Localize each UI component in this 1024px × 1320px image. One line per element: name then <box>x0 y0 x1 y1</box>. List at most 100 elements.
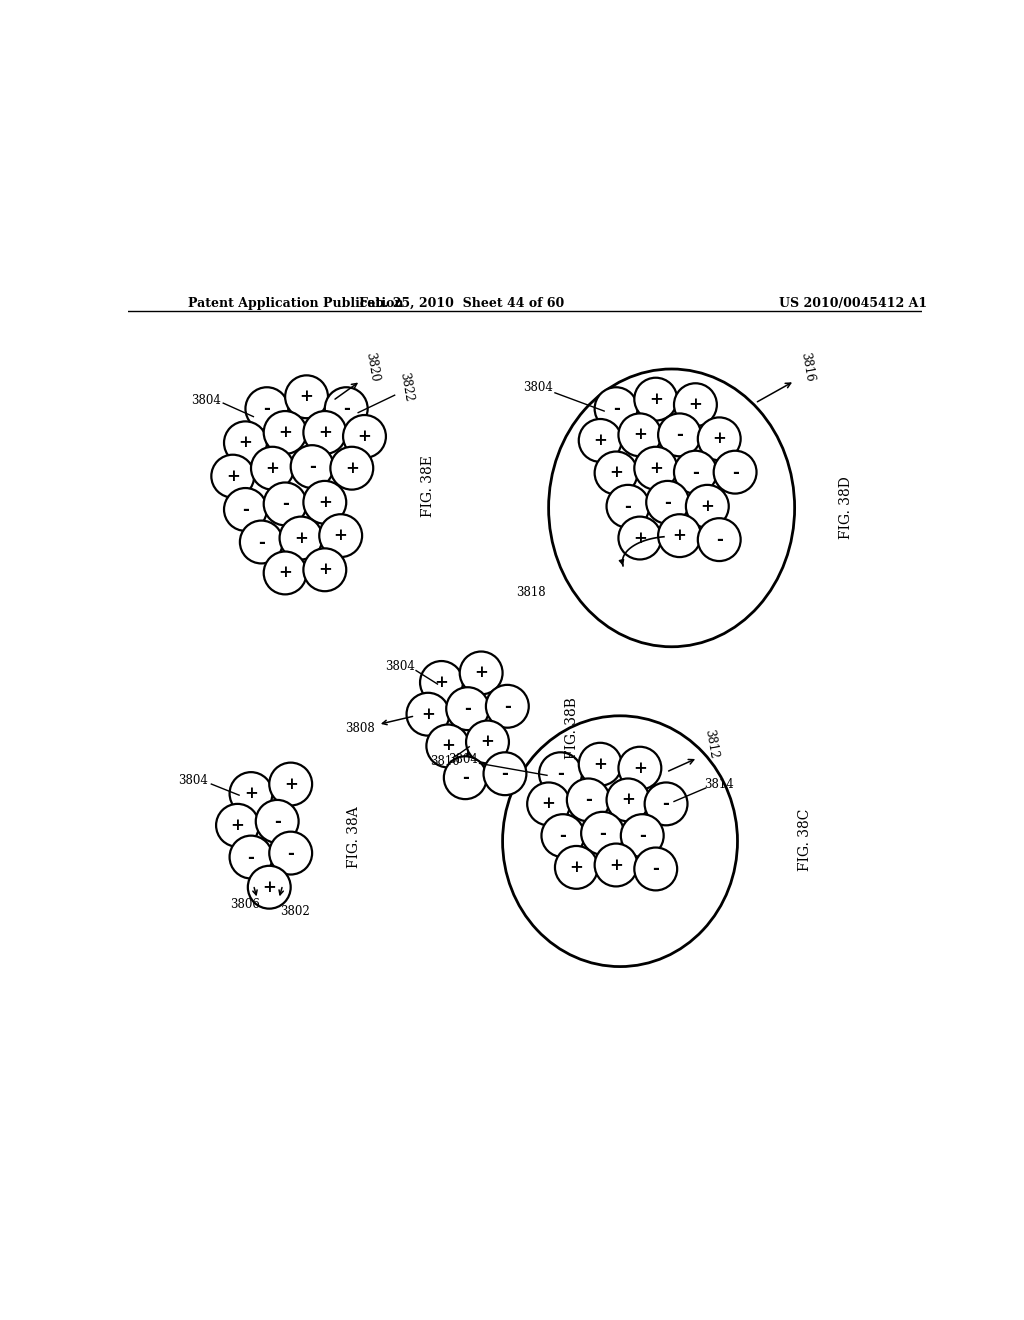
Circle shape <box>407 693 450 735</box>
Text: 3808: 3808 <box>345 722 375 735</box>
Text: +: + <box>441 738 455 755</box>
Text: +: + <box>688 396 702 413</box>
Text: FIG. 38E: FIG. 38E <box>421 454 435 516</box>
Text: 3804: 3804 <box>178 774 208 787</box>
Text: +: + <box>593 432 607 449</box>
Text: -: - <box>464 700 471 717</box>
Text: +: + <box>230 817 245 834</box>
Text: -: - <box>282 495 289 512</box>
Text: 3804: 3804 <box>447 752 478 766</box>
Circle shape <box>269 763 312 805</box>
Circle shape <box>291 445 334 488</box>
Text: -: - <box>663 796 670 812</box>
Circle shape <box>686 484 729 528</box>
Text: FIG. 38D: FIG. 38D <box>840 477 853 540</box>
Text: -: - <box>502 766 508 783</box>
Text: +: + <box>621 792 635 808</box>
Text: +: + <box>569 859 584 876</box>
Text: Feb. 25, 2010  Sheet 44 of 60: Feb. 25, 2010 Sheet 44 of 60 <box>358 297 564 310</box>
Circle shape <box>256 800 299 842</box>
Text: -: - <box>462 770 469 787</box>
Text: 3806: 3806 <box>230 898 260 911</box>
Circle shape <box>264 411 306 454</box>
Text: +: + <box>633 426 647 444</box>
Text: US 2010/0045412 A1: US 2010/0045412 A1 <box>778 297 927 310</box>
Circle shape <box>264 552 306 594</box>
Circle shape <box>325 387 368 430</box>
Text: -: - <box>599 825 606 842</box>
Text: +: + <box>239 434 252 451</box>
Circle shape <box>658 515 701 557</box>
Circle shape <box>595 843 638 887</box>
Circle shape <box>658 413 701 457</box>
Circle shape <box>240 520 283 564</box>
Text: +: + <box>334 527 347 544</box>
Circle shape <box>211 454 254 498</box>
Circle shape <box>595 387 638 430</box>
Circle shape <box>303 548 346 591</box>
Text: +: + <box>649 391 663 408</box>
Text: 3822: 3822 <box>396 371 415 403</box>
Text: +: + <box>317 424 332 441</box>
Circle shape <box>621 814 664 857</box>
Text: +: + <box>713 430 726 447</box>
Text: 3814: 3814 <box>705 777 734 791</box>
Circle shape <box>319 515 362 557</box>
Text: +: + <box>279 565 292 581</box>
Text: +: + <box>294 529 308 546</box>
Text: -: - <box>639 828 646 843</box>
Circle shape <box>303 411 346 454</box>
Circle shape <box>582 812 624 854</box>
Circle shape <box>285 375 328 418</box>
Text: 3812: 3812 <box>702 729 720 760</box>
Circle shape <box>224 421 267 465</box>
Circle shape <box>446 688 489 730</box>
Text: +: + <box>317 494 332 511</box>
Circle shape <box>555 846 598 888</box>
Text: +: + <box>345 459 358 477</box>
Text: FIG. 38A: FIG. 38A <box>347 807 361 869</box>
Text: -: - <box>288 845 294 862</box>
Circle shape <box>674 383 717 426</box>
Text: -: - <box>343 400 349 417</box>
Circle shape <box>527 783 570 825</box>
Text: +: + <box>279 424 292 441</box>
Circle shape <box>618 413 662 457</box>
Text: 3802: 3802 <box>280 904 309 917</box>
Text: +: + <box>357 428 372 445</box>
Circle shape <box>343 414 386 458</box>
Text: 3804: 3804 <box>523 380 553 393</box>
Text: -: - <box>665 494 671 511</box>
Circle shape <box>229 836 272 879</box>
Circle shape <box>264 483 306 525</box>
Text: -: - <box>248 849 254 866</box>
Text: +: + <box>244 785 258 803</box>
Text: -: - <box>308 458 315 475</box>
Text: +: + <box>474 664 488 681</box>
Text: 3804: 3804 <box>385 660 415 673</box>
Circle shape <box>483 752 526 795</box>
Text: -: - <box>732 463 738 480</box>
Text: -: - <box>559 828 566 843</box>
Circle shape <box>426 725 469 767</box>
Circle shape <box>216 804 259 846</box>
Text: -: - <box>504 698 511 715</box>
Circle shape <box>542 814 585 857</box>
Text: -: - <box>716 531 723 548</box>
Text: +: + <box>593 756 607 772</box>
Circle shape <box>280 516 323 560</box>
Circle shape <box>579 743 622 785</box>
Text: +: + <box>480 734 495 751</box>
Text: FIG. 38C: FIG. 38C <box>798 808 812 871</box>
Text: +: + <box>649 459 663 477</box>
Circle shape <box>466 721 509 763</box>
Circle shape <box>618 516 662 560</box>
Circle shape <box>246 387 289 430</box>
Text: 3818: 3818 <box>516 586 546 599</box>
Text: -: - <box>652 861 659 878</box>
Circle shape <box>697 417 740 461</box>
Circle shape <box>443 756 486 799</box>
Circle shape <box>248 866 291 908</box>
Text: -: - <box>692 463 698 480</box>
Text: +: + <box>421 706 435 723</box>
